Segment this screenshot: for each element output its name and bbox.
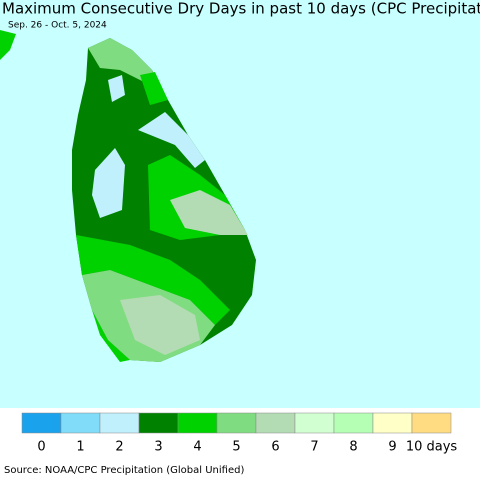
legend-swatch xyxy=(21,412,62,434)
legend-label: 3 xyxy=(154,440,162,455)
legend-swatch xyxy=(138,412,179,434)
legend-label: 6 xyxy=(271,440,279,455)
legend: 0 1 2 3 4 5 6 7 8 9 10 days xyxy=(21,412,458,455)
legend-swatch xyxy=(60,412,101,434)
legend-swatch xyxy=(177,412,218,434)
legend-label: 1 xyxy=(76,440,84,455)
zone-2 xyxy=(108,75,125,102)
legend-label: 0 xyxy=(37,440,45,455)
island xyxy=(72,38,256,362)
legend-swatch xyxy=(411,412,452,434)
source: Source: NOAA/CPC Precipitation (Global U… xyxy=(4,465,244,476)
legend-label: 4 xyxy=(193,440,201,455)
legend-label: 7 xyxy=(310,440,318,455)
zone-4 xyxy=(140,72,168,105)
map-title: Maximum Consecutive Dry Days in past 10 … xyxy=(2,0,480,18)
legend-label: 9 xyxy=(388,440,396,455)
legend-swatch xyxy=(216,412,257,434)
ocean xyxy=(0,0,480,408)
legend-swatch xyxy=(99,412,140,434)
legend-swatch xyxy=(372,412,413,434)
zone-2 xyxy=(92,148,125,218)
legend-swatch xyxy=(294,412,335,434)
legend-swatch xyxy=(255,412,296,434)
zone-2 xyxy=(138,112,205,168)
zone-4 xyxy=(76,235,230,325)
zone-6 xyxy=(170,190,248,235)
map-subtitle: Sep. 26 - Oct. 5, 2024 xyxy=(8,21,107,31)
legend-label: 10 days xyxy=(406,440,458,455)
zone-6 xyxy=(120,295,200,355)
legend-label: 2 xyxy=(115,440,123,455)
legend-swatch xyxy=(333,412,374,434)
legend-label: 8 xyxy=(349,440,357,455)
india-coast xyxy=(0,30,16,60)
zone-4 xyxy=(92,310,130,362)
legend-label: 5 xyxy=(232,440,240,455)
